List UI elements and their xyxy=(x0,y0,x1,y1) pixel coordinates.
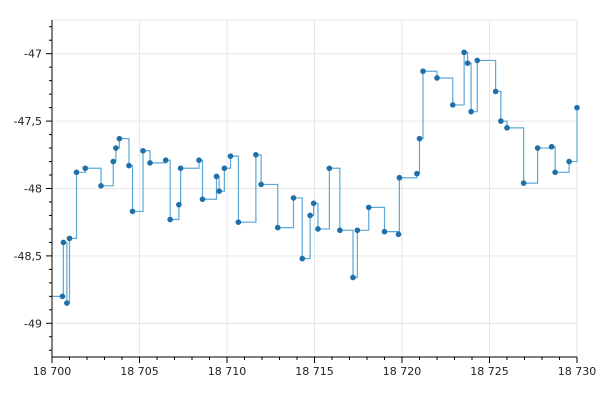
tick-labels: 18 700 18 705 18 710 18 715 18 720 18 725 18 7… xyxy=(14,48,597,378)
y-tick-label: -49 xyxy=(24,317,42,330)
data-point xyxy=(235,219,242,225)
data-point xyxy=(396,174,403,181)
x-tick-label: 18 710 xyxy=(208,365,247,378)
data-point xyxy=(274,224,281,231)
data-point xyxy=(64,300,70,306)
y-tick-label: -47 xyxy=(24,48,42,61)
data-point xyxy=(126,162,132,169)
data-point xyxy=(574,104,580,111)
data-point xyxy=(548,143,555,150)
x-tick-label: 18 725 xyxy=(470,365,509,378)
data-point xyxy=(98,183,104,189)
series-step-line xyxy=(52,51,578,304)
grid xyxy=(51,19,578,357)
data-point xyxy=(113,145,119,151)
data-point xyxy=(140,147,146,154)
data-point xyxy=(162,157,169,163)
data-point xyxy=(82,165,89,172)
data-point xyxy=(337,227,343,234)
y-tick-label: -48,5 xyxy=(14,250,42,263)
data-point xyxy=(199,196,206,203)
data-point xyxy=(258,181,264,188)
data-point xyxy=(414,170,420,177)
data-point xyxy=(60,239,67,246)
data-point xyxy=(307,212,313,219)
data-point xyxy=(73,169,80,176)
x-tick-label: 18 705 xyxy=(120,365,159,378)
data-point xyxy=(520,180,527,186)
data-point xyxy=(176,201,182,208)
data-point xyxy=(216,188,222,194)
data-point xyxy=(326,165,333,172)
y-tick-label: -47,5 xyxy=(14,115,42,128)
data-point xyxy=(492,88,499,95)
x-tick-label: 18 730 xyxy=(558,365,597,378)
data-point xyxy=(468,108,474,115)
data-point xyxy=(354,227,361,234)
data-point xyxy=(147,160,153,166)
data-point xyxy=(116,135,123,142)
data-point xyxy=(129,208,136,215)
x-tick-label: 18 700 xyxy=(33,365,72,378)
data-point xyxy=(196,157,202,163)
data-point xyxy=(534,145,541,151)
data-point xyxy=(59,293,66,300)
data-point xyxy=(365,204,372,211)
data-point xyxy=(464,60,471,66)
data-point xyxy=(315,226,321,232)
x-tick-label: 18 715 xyxy=(295,365,334,378)
data-point xyxy=(66,235,73,242)
data-point xyxy=(213,173,220,180)
data-point xyxy=(290,195,297,201)
data-point xyxy=(177,165,184,172)
data-point xyxy=(395,231,402,238)
data-point xyxy=(434,75,440,81)
data-point xyxy=(420,68,426,75)
data-point xyxy=(498,118,504,124)
data-point xyxy=(566,158,572,165)
y-tick-label: -48 xyxy=(24,183,42,196)
data-point xyxy=(504,125,510,131)
axes xyxy=(46,20,578,363)
data-point xyxy=(474,57,481,64)
data-point xyxy=(110,158,117,165)
data-point xyxy=(227,153,234,159)
data-point xyxy=(253,152,259,158)
x-tick-label: 18 720 xyxy=(383,365,422,378)
data-point xyxy=(461,49,467,56)
data-point xyxy=(167,216,173,223)
data-point xyxy=(381,228,388,235)
data-point xyxy=(416,135,423,142)
data-point xyxy=(310,200,317,207)
series xyxy=(52,49,580,306)
data-point xyxy=(350,274,356,281)
data-point xyxy=(299,255,306,262)
data-point xyxy=(221,165,228,172)
data-point xyxy=(449,102,456,108)
data-point xyxy=(552,169,558,176)
